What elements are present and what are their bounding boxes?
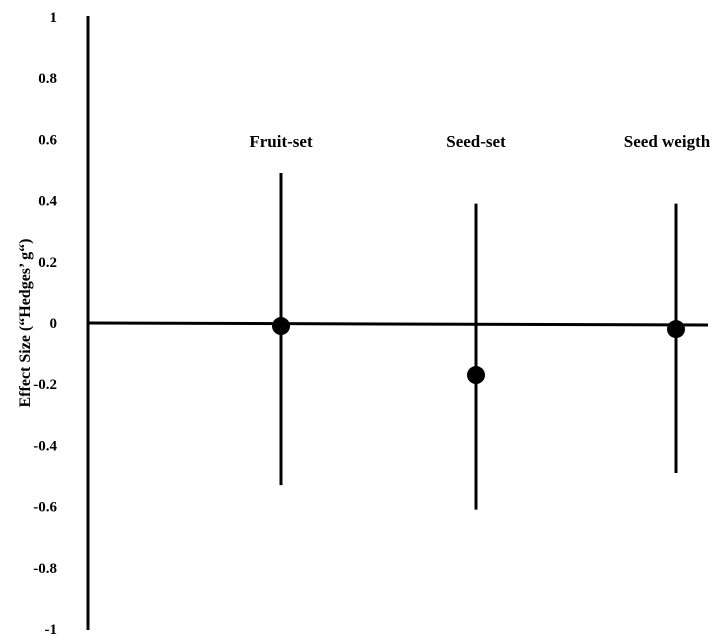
y-tick-label: -0.2	[33, 377, 57, 393]
data-point	[667, 320, 685, 339]
category-labels: Fruit-set Seed-set Seed weigth	[249, 132, 710, 151]
y-tick-label: 0	[50, 316, 58, 332]
y-tick-label: -0.8	[33, 561, 57, 577]
data-marks	[272, 173, 685, 510]
y-tick-label: 1	[50, 10, 58, 26]
y-axis-label: Effect Size (“Hedges’ g“)	[17, 239, 34, 408]
data-point	[467, 366, 485, 385]
y-tick-label: 0.8	[38, 71, 57, 87]
y-tick-label: 0.4	[38, 194, 57, 210]
category-label: Seed weigth	[624, 132, 711, 151]
y-tick-label: 0.6	[38, 132, 57, 148]
data-point	[272, 317, 290, 336]
y-tick-labels: 1 0.8 0.6 0.4 0.2 0 -0.2 -0.4 -0.6 -0.8 -1	[33, 10, 57, 636]
y-tick-label: -0.4	[33, 438, 57, 454]
y-tick-label: 0.2	[38, 255, 57, 271]
y-tick-label: -0.6	[33, 500, 57, 516]
category-label: Seed-set	[446, 132, 506, 151]
zero-reference-line	[87, 321, 709, 327]
y-tick-label: -1	[45, 622, 58, 636]
category-label: Fruit-set	[249, 132, 313, 151]
